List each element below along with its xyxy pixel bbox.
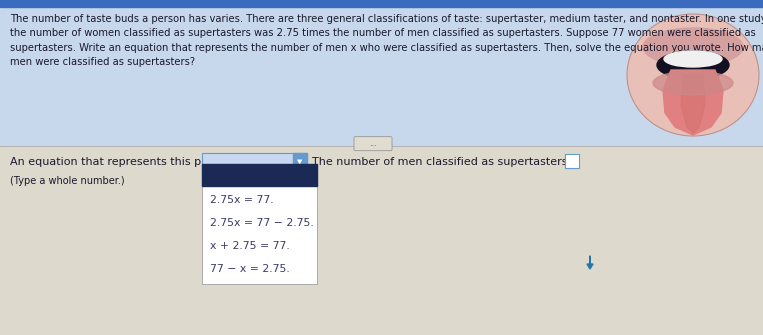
Text: The number of men classified as supertasters is: The number of men classified as supertas… xyxy=(312,157,580,167)
Bar xyxy=(293,153,307,170)
Bar xyxy=(202,164,317,186)
Text: 2.75x = 77.: 2.75x = 77. xyxy=(210,195,274,205)
FancyBboxPatch shape xyxy=(202,153,307,170)
Text: 2.75x = 77 − 2.75.: 2.75x = 77 − 2.75. xyxy=(210,218,314,228)
FancyBboxPatch shape xyxy=(354,137,392,151)
FancyBboxPatch shape xyxy=(202,164,317,284)
Text: ...: ... xyxy=(369,139,377,148)
Text: An equation that represents this problem is: An equation that represents this problem… xyxy=(10,157,253,167)
Ellipse shape xyxy=(664,51,722,67)
FancyArrow shape xyxy=(587,256,593,269)
Ellipse shape xyxy=(643,28,743,66)
Text: The number of taste buds a person has varies. There are three general classifica: The number of taste buds a person has va… xyxy=(10,14,763,67)
Text: (Type a whole number.): (Type a whole number.) xyxy=(10,176,124,186)
Text: 77 − x = 2.75.: 77 − x = 2.75. xyxy=(210,264,290,274)
Text: x + 2.75 = 77.: x + 2.75 = 77. xyxy=(210,241,290,251)
Bar xyxy=(0,7,763,146)
Ellipse shape xyxy=(628,15,758,135)
Bar xyxy=(0,146,763,335)
Text: ▼: ▼ xyxy=(298,159,303,165)
Ellipse shape xyxy=(657,51,729,79)
Bar xyxy=(565,154,579,168)
Bar xyxy=(0,0,763,7)
Polygon shape xyxy=(681,75,705,133)
Ellipse shape xyxy=(653,71,733,95)
Polygon shape xyxy=(663,70,723,135)
